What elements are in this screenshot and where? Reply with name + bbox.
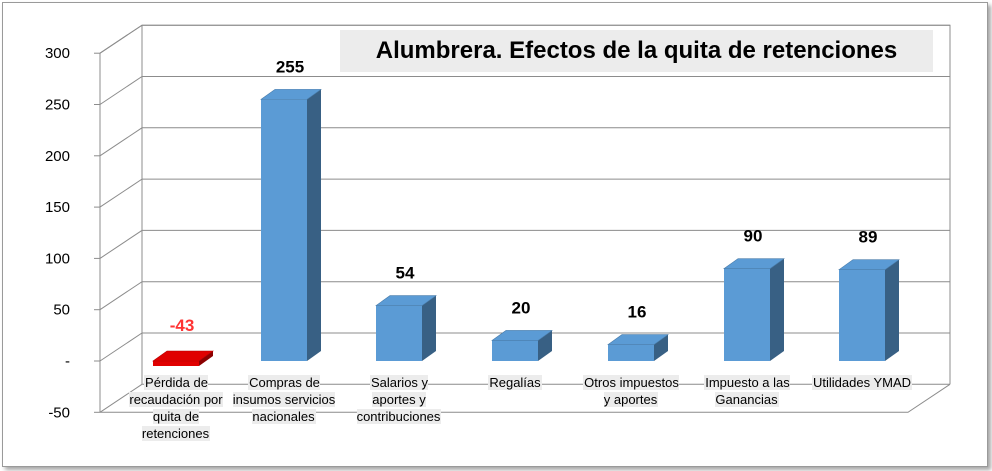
category-label: Impuesto a las Ganancias — [695, 374, 799, 408]
category-label: Utilidades YMAD — [810, 374, 914, 391]
chart-title-box: Alumbrera. Efectos de la quita de retenc… — [340, 30, 933, 72]
value-label: 90 — [744, 227, 763, 246]
bar-top — [491, 330, 553, 341]
bar-3 — [491, 330, 553, 361]
bar-front — [724, 268, 770, 361]
bar-0 — [152, 350, 214, 366]
bar-front — [492, 340, 538, 361]
bar-2 — [375, 295, 437, 361]
grid-line — [99, 76, 950, 105]
bar-front — [261, 99, 307, 362]
bar-front — [376, 305, 422, 361]
bar-front — [608, 344, 654, 361]
y-tick-label: 200 — [45, 148, 70, 165]
y-tick-label: 300 — [45, 45, 70, 62]
bar-6 — [838, 259, 900, 361]
value-label: 54 — [396, 264, 415, 283]
grid-lines — [94, 24, 950, 413]
bars — [152, 89, 900, 366]
y-tick-label: 250 — [45, 97, 70, 114]
category-label: Compras de insumos servicios nacionales — [232, 374, 336, 425]
value-label: 255 — [276, 57, 304, 76]
category-label: Salarios y aportes y contribuciones — [347, 374, 451, 425]
value-label: 20 — [512, 298, 531, 317]
category-label-text: Pérdida de recaudación por quita de rete… — [129, 375, 223, 441]
grid-line — [99, 281, 950, 311]
bar-side — [654, 334, 668, 361]
grid-line — [99, 229, 950, 259]
category-label-text: Impuesto a las Ganancias — [704, 375, 790, 407]
category-label: Pérdida de recaudación por quita de rete… — [124, 374, 228, 442]
bar-front — [153, 361, 199, 366]
bar-side — [307, 89, 321, 362]
bar-side — [199, 351, 213, 366]
bar-5 — [723, 258, 785, 361]
grid-line — [99, 127, 950, 157]
category-label-text: Compras de insumos servicios nacionales — [232, 375, 336, 424]
bar-top — [607, 334, 669, 345]
bar-side — [422, 295, 436, 361]
bar-top — [260, 89, 322, 100]
bar-4 — [607, 334, 669, 361]
y-tick-label: 150 — [45, 199, 70, 216]
y-tick-label: 50 — [53, 302, 70, 319]
grid-line — [99, 383, 950, 413]
y-tick-label: 100 — [45, 250, 70, 267]
chart-title: Alumbrera. Efectos de la quita de retenc… — [375, 37, 898, 64]
category-label-text: Utilidades YMAD — [811, 375, 913, 390]
category-label: Otros impuestos y aportes — [579, 374, 683, 408]
bar-side — [885, 259, 899, 361]
bar-front — [839, 269, 885, 361]
grid-line — [99, 24, 950, 54]
category-label-text: Otros impuestos y aportes — [583, 375, 679, 407]
bar-1 — [260, 89, 322, 362]
y-tick-label: - — [65, 353, 70, 370]
category-label-text: Salarios y aportes y contribuciones — [356, 375, 442, 424]
bar-top — [152, 350, 214, 362]
value-label: -43 — [170, 316, 195, 335]
bar-top — [723, 258, 785, 269]
bar-top — [838, 259, 900, 270]
y-tick-label: -50 — [48, 404, 70, 421]
bar-side — [770, 258, 784, 361]
category-label: Regalías — [463, 374, 567, 391]
value-label: 16 — [628, 303, 647, 322]
category-label-text: Regalías — [488, 375, 542, 390]
bar-top — [375, 295, 437, 306]
y-axis-ticks: 300 250 200 150 100 50 - -50 — [45, 45, 70, 421]
value-labels: -43 255 54 20 16 90 89 — [170, 57, 878, 335]
value-label: 89 — [859, 228, 878, 247]
grid-line — [99, 178, 950, 208]
grid-line — [99, 332, 950, 362]
